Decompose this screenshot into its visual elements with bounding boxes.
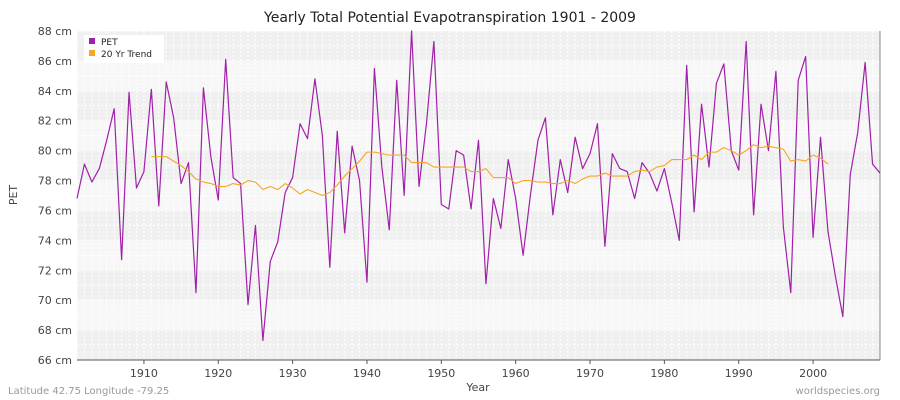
- x-axis-label: Year: [465, 381, 490, 394]
- x-tick-label: 1940: [353, 367, 381, 380]
- x-tick-label: 1930: [279, 367, 307, 380]
- x-tick-label: 1970: [576, 367, 604, 380]
- legend-box: [84, 35, 164, 63]
- y-tick-label: 78 cm: [38, 175, 72, 188]
- y-tick-label: 82 cm: [38, 115, 72, 128]
- legend-label-pet: PET: [101, 38, 118, 48]
- x-tick-label: 2000: [799, 367, 827, 380]
- legend-swatch-trend: [89, 50, 95, 56]
- y-tick-label: 86 cm: [38, 55, 72, 68]
- y-tick-label: 70 cm: [38, 294, 72, 307]
- footer-coordinates: Latitude 42.75 Longitude -79.25: [8, 386, 169, 397]
- x-tick-label: 1980: [650, 367, 678, 380]
- y-tick-label: 76 cm: [38, 204, 72, 217]
- x-tick-labels: 1910 1920 1930 1940 1950 1960 1970 1980 1990 2000: [130, 360, 827, 380]
- x-tick-label: 1920: [204, 367, 232, 380]
- trend-series-line: [151, 144, 829, 197]
- footer-source: worldspecies.org: [796, 386, 880, 397]
- y-tick-label: 84 cm: [38, 85, 72, 98]
- x-tick-label: 1950: [427, 367, 455, 380]
- pet-series-line: [76, 30, 881, 342]
- legend-swatch-pet: [89, 38, 95, 44]
- y-tick-label: 88 cm: [38, 25, 72, 38]
- x-tick-label: 1960: [502, 367, 530, 380]
- legend-label-trend: 20 Yr Trend: [101, 50, 152, 60]
- series-layer: [76, 30, 881, 342]
- y-tick-label: 66 cm: [38, 354, 72, 367]
- y-tick-label: 74 cm: [38, 234, 72, 247]
- y-tick-labels: 66 cm 68 cm 70 cm 72 cm 74 cm 76 cm 78 cm 80 cm…: [38, 25, 72, 367]
- y-tick-label: 72 cm: [38, 264, 72, 277]
- y-tick-label: 68 cm: [38, 324, 72, 337]
- legend: PET 20 Yr Trend: [84, 35, 164, 63]
- grid-lines: [76, 30, 881, 361]
- y-axis-label: PET: [7, 185, 20, 206]
- x-tick-label: 1990: [725, 367, 753, 380]
- y-tick-label: 80 cm: [38, 145, 72, 158]
- x-tick-label: 1910: [130, 367, 158, 380]
- chart-title: Yearly Total Potential Evapotranspiratio…: [263, 10, 636, 26]
- axes: [77, 31, 881, 361]
